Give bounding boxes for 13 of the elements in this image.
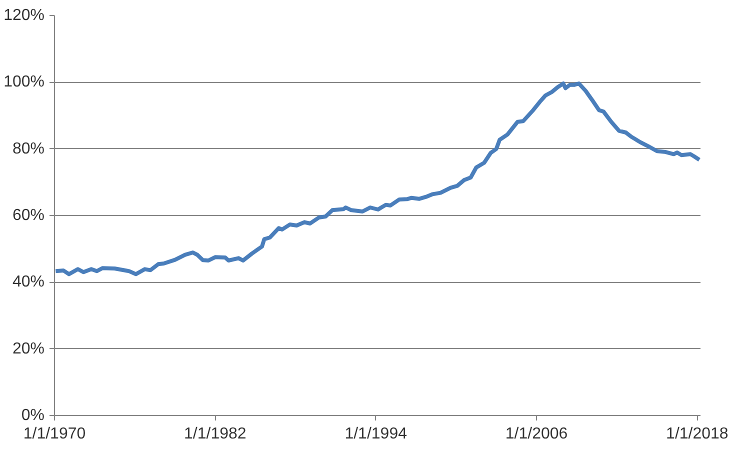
line-series <box>54 82 700 276</box>
y-tick-label: 0% <box>21 407 44 424</box>
y-tick-label: 40% <box>12 274 45 291</box>
y-tick-label: 80% <box>12 140 45 158</box>
x-tick-label: 1/1/1994 <box>344 426 408 442</box>
y-tick-label: 20% <box>12 340 45 358</box>
y-tick-label: 100% <box>4 74 44 91</box>
y-tick-label: 60% <box>12 207 45 224</box>
x-tick-label: 1/1/2018 <box>666 426 728 442</box>
x-tick-label: 1/1/1970 <box>23 426 86 442</box>
y-tick-label: 120% <box>4 7 44 24</box>
x-tick-label: 1/1/1982 <box>184 426 246 442</box>
x-tick-label: 1/1/2006 <box>505 426 568 442</box>
